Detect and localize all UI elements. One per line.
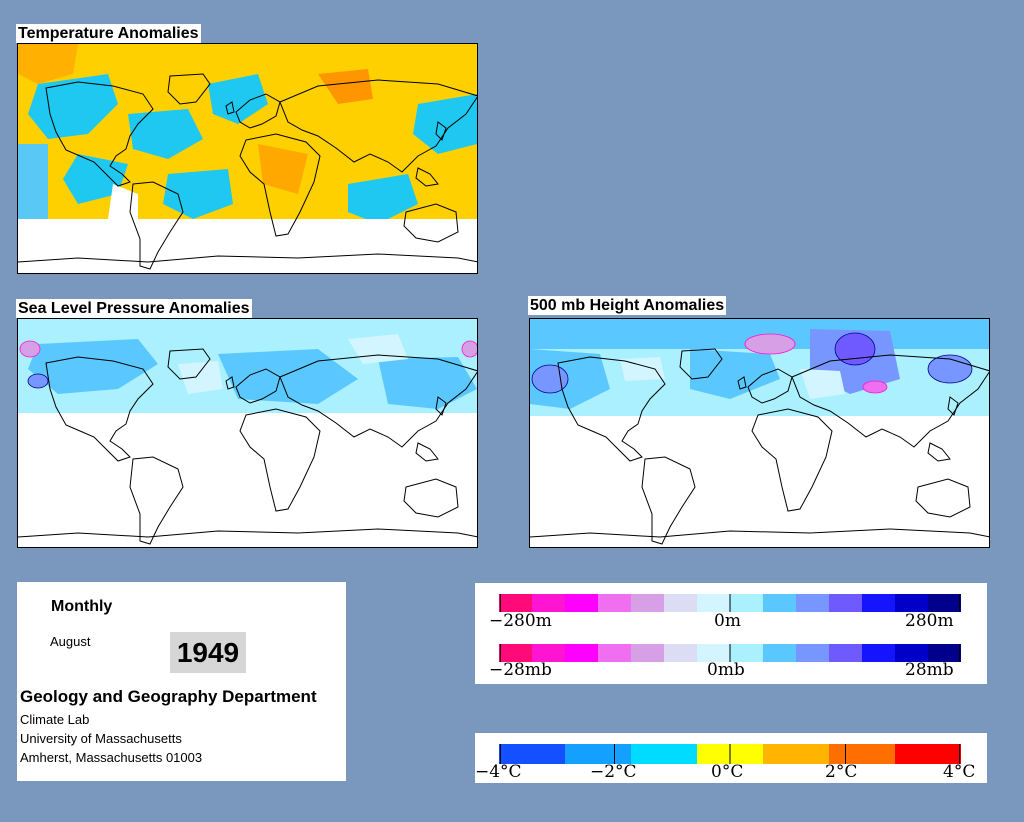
scale-swatch [730, 594, 764, 612]
scale-swatch [829, 594, 863, 612]
scale-swatch [598, 594, 632, 612]
scale-swatch [763, 744, 830, 764]
temp-label-1: −2°C [590, 762, 637, 782]
temperature-anomaly-field [18, 44, 477, 273]
scale-swatch [499, 644, 533, 662]
scale-swatch [499, 594, 533, 612]
lab-name: Climate Lab [20, 712, 90, 727]
address: Amherst, Massachusetts 01003 [20, 750, 203, 765]
height-500mb-title: 500 mb Height Anomalies [528, 296, 727, 315]
scale-swatch [697, 594, 731, 612]
temp-label-0: −4°C [475, 762, 522, 782]
scale-swatch [598, 644, 632, 662]
scale-swatch [499, 744, 566, 764]
scale-swatch [532, 594, 566, 612]
height-mid-label: 0m [714, 611, 741, 631]
scale-swatch [664, 594, 698, 612]
scale-swatch [565, 744, 632, 764]
height-min-label: −280m [489, 611, 552, 631]
sea-level-pressure-map [17, 318, 478, 548]
period-label: Monthly [51, 598, 113, 615]
temp-label-2: 0°C [711, 762, 744, 782]
sea-level-pressure-field [18, 319, 477, 547]
scale-swatch [631, 644, 665, 662]
temp-label-3: 2°C [825, 762, 858, 782]
department-name: Geology and Geography Department [20, 687, 317, 706]
year-display: 1949 [170, 632, 246, 673]
scale-swatch [730, 644, 764, 662]
scale-swatch [631, 594, 665, 612]
sea-level-pressure-title: Sea Level Pressure Anomalies [16, 299, 252, 318]
height-color-scale [499, 594, 961, 612]
height-500mb-field [530, 319, 989, 547]
scale-swatch [895, 594, 929, 612]
height-max-label: 280m [905, 611, 954, 631]
temperature-anomalies-title: Temperature Anomalies [16, 24, 201, 43]
scale-swatch [631, 744, 698, 764]
temp-label-4: 4°C [943, 762, 976, 782]
scale-swatch [763, 644, 797, 662]
university-name: University of Massachusetts [20, 731, 182, 746]
scale-swatch [928, 644, 961, 662]
scale-swatch [664, 644, 698, 662]
scale-swatch [862, 594, 896, 612]
scale-swatch [862, 644, 896, 662]
temperature-color-scale [499, 744, 961, 764]
scale-swatch [565, 644, 599, 662]
scale-swatch [763, 594, 797, 612]
scale-swatch [796, 594, 830, 612]
scale-swatch [829, 644, 863, 662]
scale-swatch [796, 644, 830, 662]
scale-swatch [895, 644, 929, 662]
pressure-max-label: 28mb [905, 660, 954, 680]
anomaly-color-legend: −280m 0m 280m −28mb 0mb 28mb [475, 583, 987, 684]
scale-swatch [565, 594, 599, 612]
height-500mb-map [529, 318, 990, 548]
scale-swatch [928, 594, 961, 612]
pressure-color-scale [499, 644, 961, 662]
scale-swatch [532, 644, 566, 662]
pressure-mid-label: 0mb [707, 660, 745, 680]
month-label: August [50, 634, 91, 649]
temperature-anomaly-map [17, 43, 478, 274]
pressure-min-label: −28mb [489, 660, 552, 680]
temperature-color-legend: −4°C −2°C 0°C 2°C 4°C [475, 733, 987, 783]
scale-swatch [697, 644, 731, 662]
scale-swatch [895, 744, 961, 764]
info-panel: Monthly August 1949 Geology and Geograph… [17, 582, 346, 781]
scale-swatch [829, 744, 896, 764]
